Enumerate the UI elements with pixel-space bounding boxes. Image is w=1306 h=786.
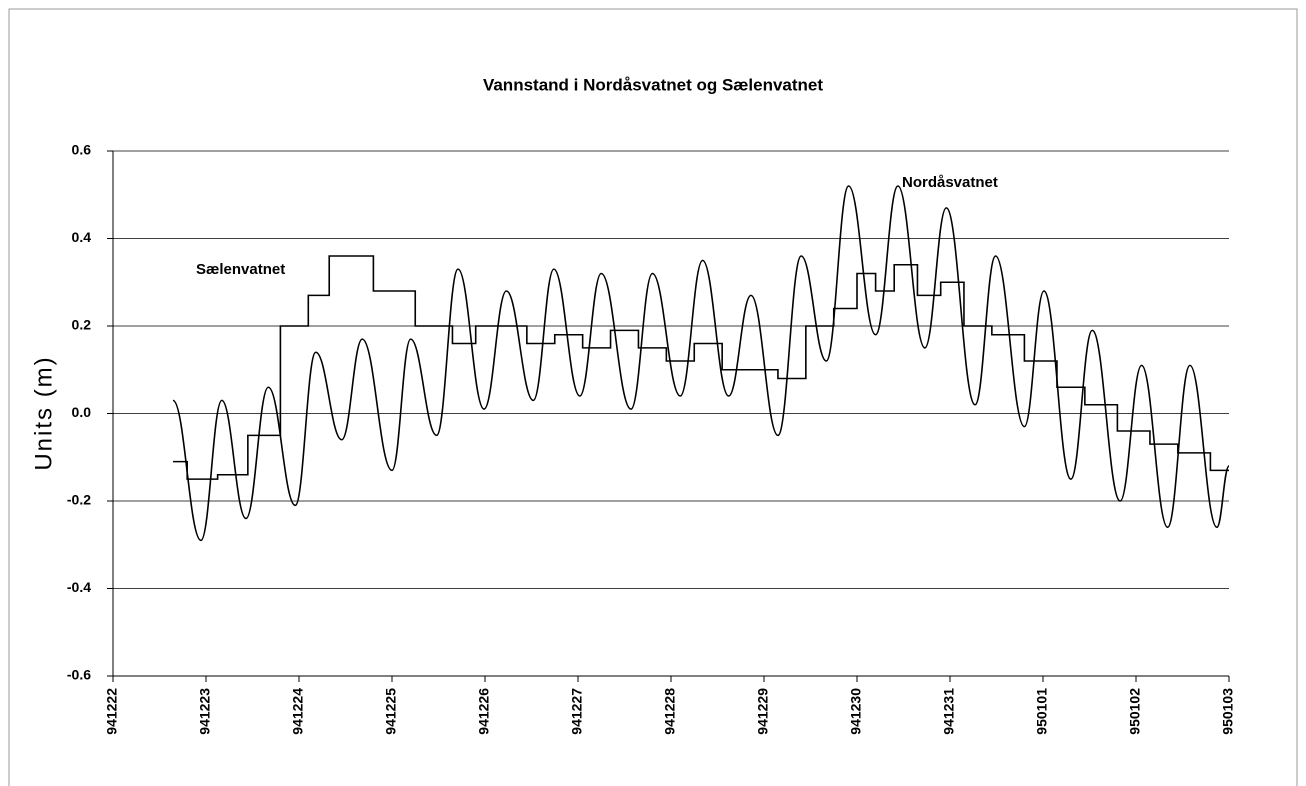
y-tick-label: -0.4 [67, 579, 91, 595]
x-tick-label: 941222 [104, 688, 120, 735]
x-tick-label: 941228 [662, 688, 678, 735]
annotation: Sælenvatnet [196, 261, 285, 278]
y-tick-label: 0.4 [72, 229, 92, 245]
series-line [172, 255, 1229, 480]
y-tick-label: 0.6 [72, 142, 92, 158]
series-line [172, 185, 1230, 542]
x-tick-label: 950103 [1220, 688, 1236, 735]
x-tick-label: 941225 [383, 688, 399, 735]
annotation: Nordåsvatnet [902, 174, 998, 191]
x-tick-label: 950101 [1034, 688, 1050, 735]
x-tick-label: 941227 [569, 688, 585, 735]
y-tick-label: -0.6 [67, 667, 91, 683]
y-axis-label: Units (m) [30, 355, 57, 470]
x-tick-label: 941230 [848, 688, 864, 735]
x-tick-label: 941229 [755, 688, 771, 735]
y-tick-label: 0.0 [72, 404, 92, 420]
x-tick-label: 941226 [476, 688, 492, 735]
chart-title: Vannstand i Nordåsvatnet og Sælenvatnet [483, 75, 823, 94]
y-tick-label: -0.2 [67, 492, 91, 508]
x-tick-label: 941231 [941, 688, 957, 735]
x-tick-label: 941223 [197, 688, 213, 735]
frame [8, 8, 1298, 786]
x-tick-label: 950102 [1127, 688, 1143, 735]
x-tick-label: 941224 [290, 688, 306, 735]
y-tick-label: 0.2 [72, 317, 92, 333]
